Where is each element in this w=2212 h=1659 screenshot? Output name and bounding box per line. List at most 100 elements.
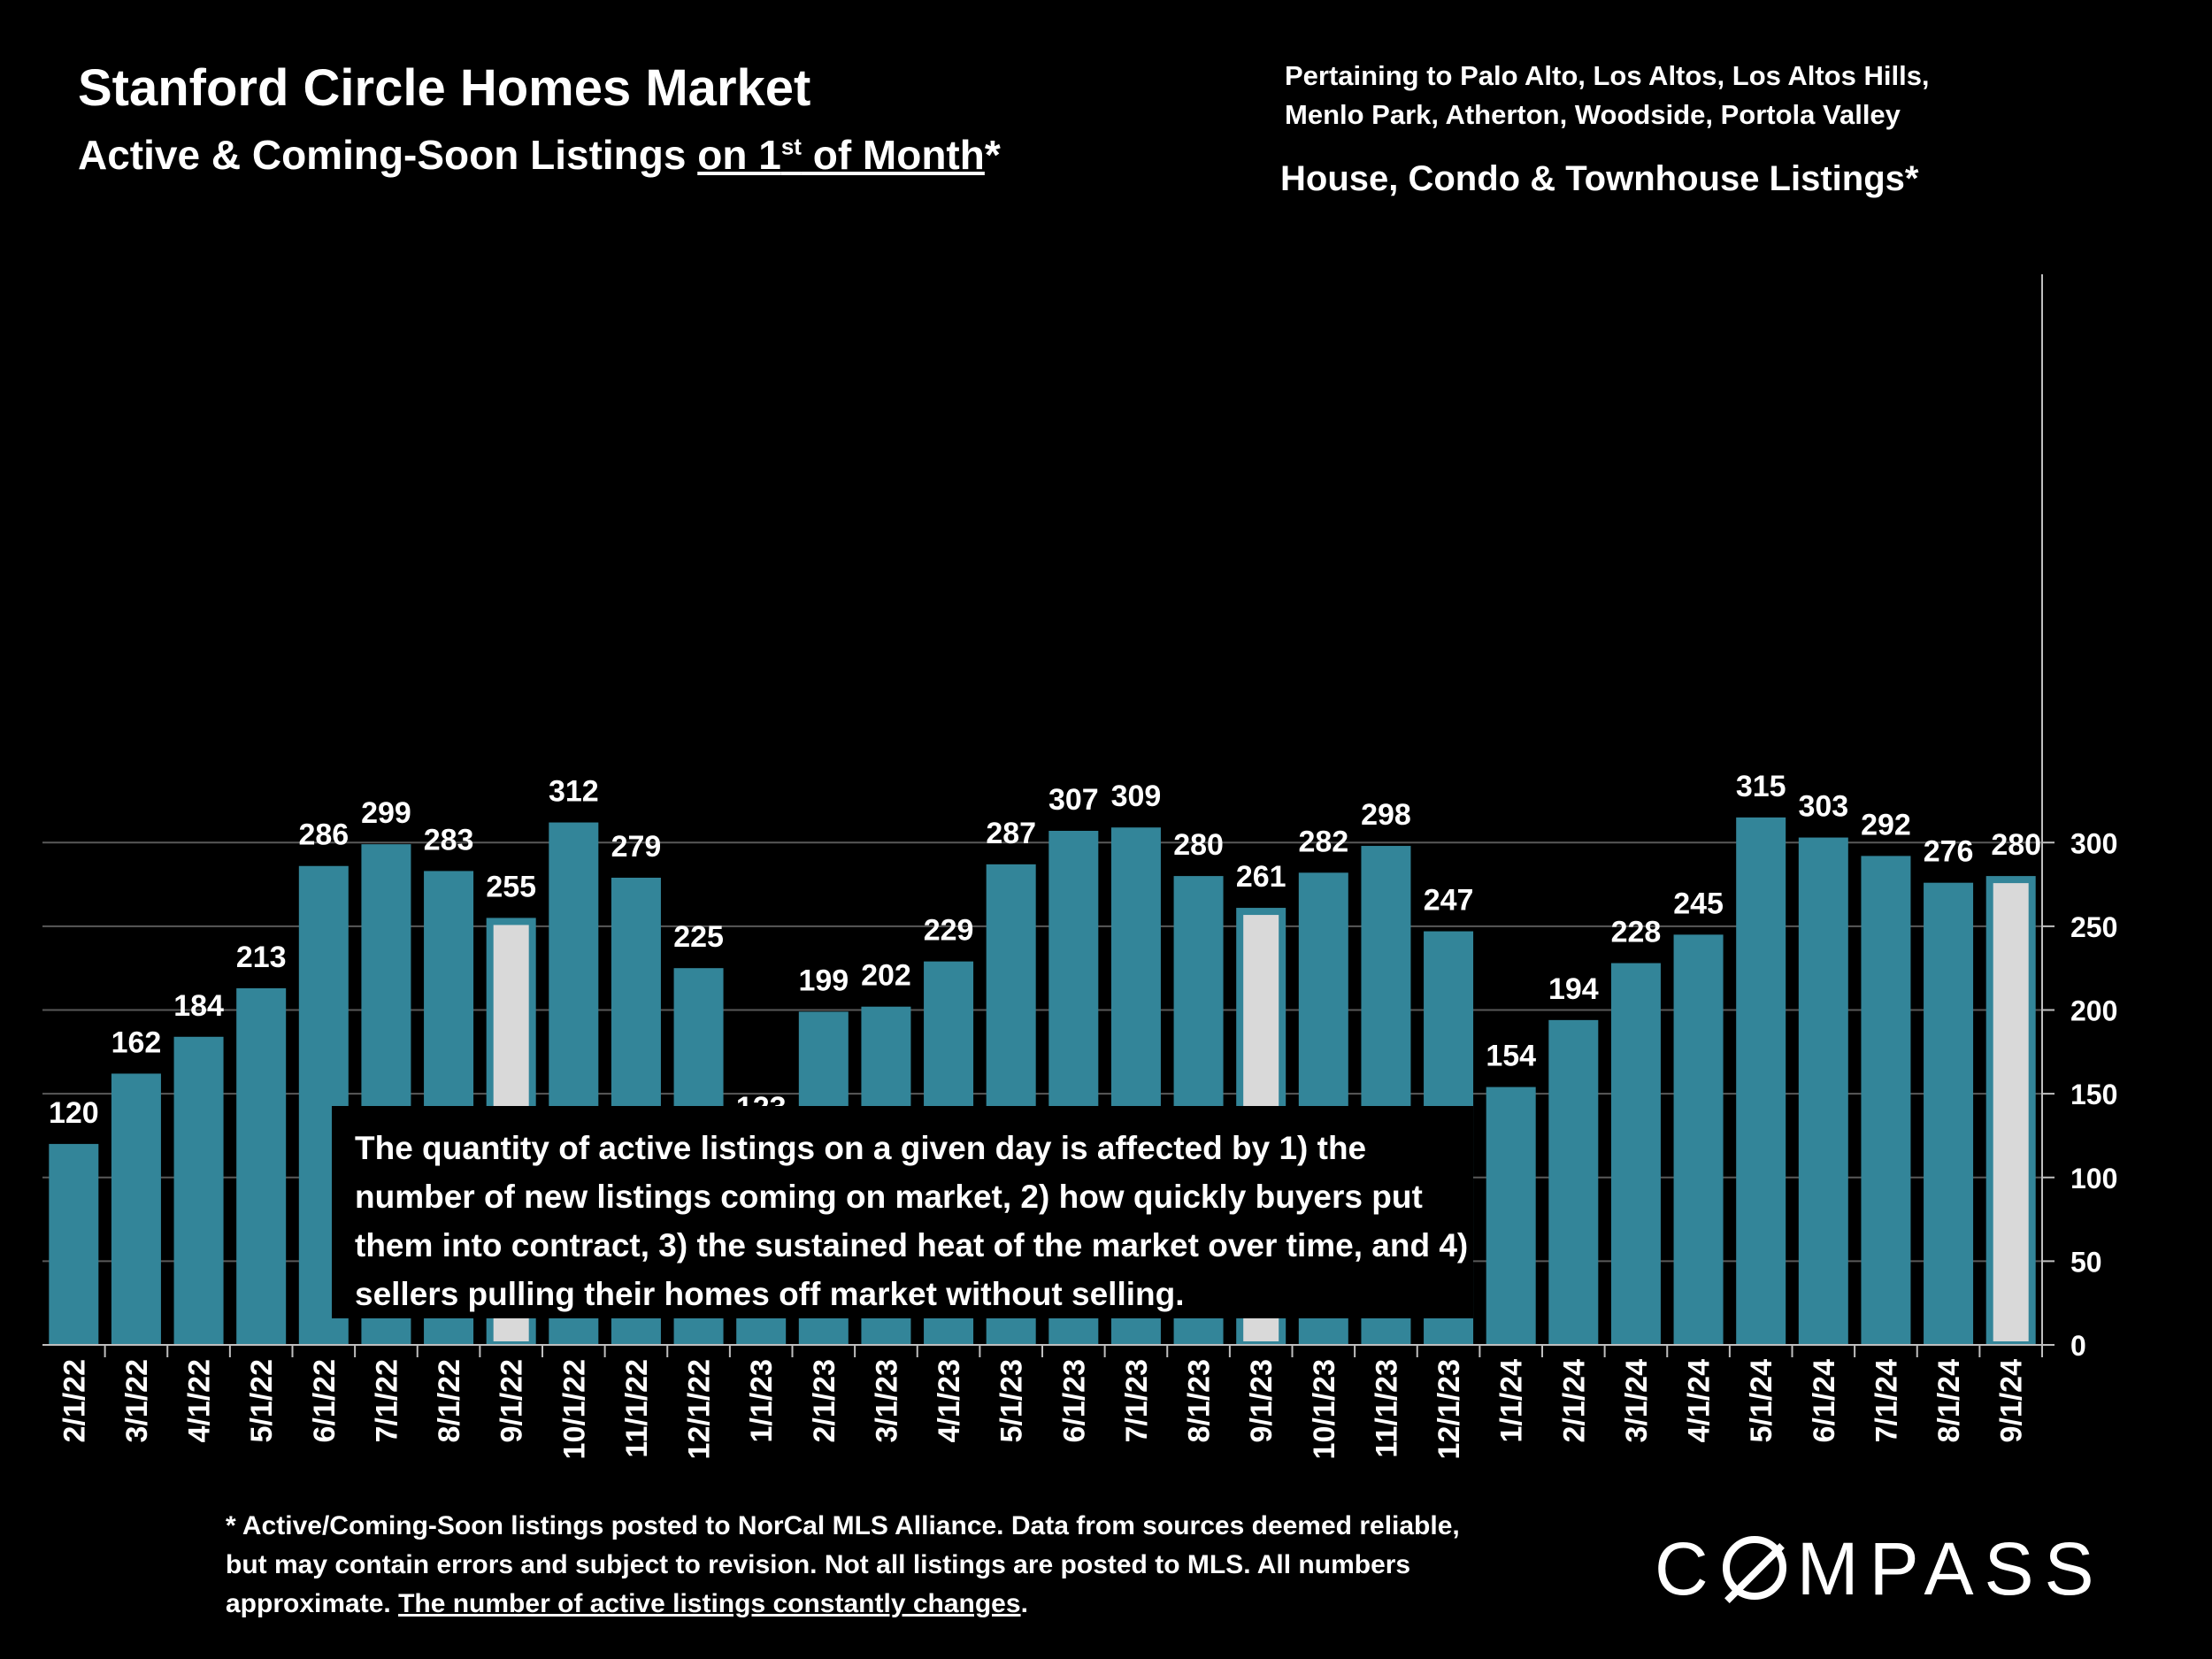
bar	[49, 1143, 99, 1345]
bar	[1924, 882, 1974, 1345]
bar	[236, 987, 287, 1345]
data-label: 245	[1673, 887, 1724, 920]
data-label: 199	[798, 964, 849, 997]
bar	[1736, 817, 1786, 1345]
subtitle-u2: of Month	[801, 132, 985, 178]
footnote-text: * Active/Coming-Soon listings posted to …	[226, 1511, 1460, 1618]
x-tick-label: 3/1/24	[1620, 1359, 1654, 1443]
compass-logo: C MPASS	[1655, 1526, 2105, 1612]
subtitle-underlined: on 1st of Month	[697, 132, 985, 178]
x-tick-label: 8/1/22	[433, 1359, 466, 1443]
chart-title: Stanford Circle Homes Market	[78, 59, 811, 117]
x-tick-label: 7/1/22	[370, 1359, 403, 1443]
data-labels: 1201621842132862992832553122792251231992…	[49, 770, 2041, 1130]
x-tick-label: 1/1/24	[1495, 1359, 1529, 1443]
data-label: 154	[1486, 1040, 1536, 1073]
footnote: * Active/Coming-Soon listings posted to …	[226, 1507, 1500, 1624]
x-tick-label: 7/1/23	[1120, 1359, 1154, 1443]
data-label: 276	[1924, 835, 1974, 869]
listing-types: House, Condo & Townhouse Listings*	[1280, 159, 1919, 198]
chart-subtitle: Active & Coming-Soon Listings on 1st of …	[78, 131, 1001, 179]
x-tick-label: 10/1/23	[1308, 1359, 1341, 1459]
x-tick-label: 9/1/24	[1995, 1359, 2029, 1443]
data-label: 299	[361, 796, 411, 830]
footnote-end: .	[1020, 1589, 1028, 1618]
x-tick-label: 5/1/23	[995, 1359, 1029, 1443]
x-tick-label: 12/1/22	[683, 1359, 717, 1459]
bar	[1798, 837, 1848, 1345]
x-tick-label: 6/1/23	[1057, 1359, 1091, 1443]
data-label: 280	[1173, 828, 1224, 862]
data-label: 194	[1548, 972, 1599, 1006]
x-tick-label: 12/1/23	[1432, 1359, 1466, 1459]
y-tick-label: 100	[2070, 1163, 2117, 1194]
region-line-2: Menlo Park, Atherton, Woodside, Portola …	[1285, 99, 1901, 130]
data-label: 247	[1424, 884, 1474, 918]
data-label: 292	[1861, 808, 1911, 841]
data-label: 286	[298, 818, 349, 852]
footnote-underlined: The number of active listings constantly…	[398, 1589, 1021, 1618]
x-tick-label: 9/1/22	[495, 1359, 529, 1443]
x-tick-label: 9/1/23	[1245, 1359, 1279, 1443]
bar	[1610, 963, 1661, 1345]
subtitle-sup: st	[780, 133, 802, 160]
data-label: 307	[1048, 783, 1099, 817]
x-tick-label: 5/1/24	[1745, 1359, 1778, 1443]
y-tick-label: 300	[2070, 827, 2117, 859]
data-label: 162	[111, 1025, 162, 1059]
y-tick-label: 200	[2070, 995, 2117, 1027]
bar	[1548, 1019, 1599, 1345]
subtitle-pre: Active & Coming-Soon Listings	[78, 132, 698, 178]
bar	[1861, 856, 1911, 1345]
subtitle-u1: on 1	[697, 132, 781, 178]
logo-text-post: MPASS	[1796, 1527, 2105, 1610]
y-tick-label: 150	[2070, 1079, 2117, 1110]
x-tick-label: 6/1/24	[1808, 1359, 1841, 1443]
x-tick-labels: 2/1/22 3/1/22 4/1/22 5/1/22 6/1/22 7/1/22 8/1/…	[58, 1359, 2028, 1460]
region-line-1: Pertaining to Palo Alto, Los Altos, Los …	[1285, 60, 1930, 91]
x-tick-label: 3/1/23	[870, 1359, 903, 1443]
x-tick-label: 11/1/23	[1370, 1359, 1403, 1458]
data-label: 312	[549, 775, 599, 809]
x-tick-label: 3/1/22	[120, 1359, 154, 1443]
data-label: 225	[673, 920, 724, 954]
data-label: 213	[236, 941, 287, 974]
x-tick-label: 10/1/22	[557, 1359, 591, 1459]
explanation-note: The quantity of active listings on a giv…	[332, 1106, 1473, 1318]
y-tick-labels: 0 50 100 150 200 250 300	[2070, 827, 2117, 1362]
axes	[42, 274, 2055, 1357]
bar	[173, 1036, 224, 1345]
region-text: Pertaining to Palo Alto, Los Altos, Los …	[1285, 57, 1993, 134]
y-tick-label: 250	[2070, 911, 2117, 943]
data-label: 228	[1611, 916, 1662, 949]
x-tick-label: 2/1/22	[58, 1359, 91, 1443]
x-tick-label: 2/1/24	[1557, 1359, 1591, 1443]
data-label: 120	[49, 1096, 99, 1130]
data-label: 309	[1111, 780, 1162, 813]
x-tick-label: 4/1/24	[1683, 1359, 1717, 1443]
data-label: 279	[611, 830, 662, 864]
x-tick-label: 1/1/23	[745, 1359, 779, 1443]
y-tick-label: 50	[2070, 1246, 2102, 1278]
x-tick-label: 6/1/22	[308, 1359, 342, 1443]
data-label: 229	[924, 914, 974, 948]
bar	[111, 1073, 161, 1345]
data-label: 298	[1361, 798, 1411, 832]
data-label: 315	[1736, 770, 1786, 803]
subtitle-post: *	[984, 132, 1001, 178]
data-label: 202	[861, 959, 911, 993]
data-label: 261	[1236, 860, 1286, 894]
x-tick-label: 8/1/23	[1183, 1359, 1217, 1443]
data-label: 287	[986, 817, 1036, 850]
data-label: 184	[173, 989, 224, 1023]
x-tick-label: 4/1/22	[183, 1359, 217, 1443]
x-tick-label: 11/1/22	[620, 1359, 654, 1458]
logo-o-icon	[1722, 1536, 1786, 1600]
logo-text-pre: C	[1655, 1527, 1719, 1610]
y-tick-label: 0	[2070, 1330, 2086, 1362]
bar	[1673, 934, 1724, 1345]
data-label: 303	[1798, 790, 1848, 824]
x-tick-label: 8/1/24	[1932, 1359, 1966, 1443]
data-label: 255	[486, 870, 536, 903]
